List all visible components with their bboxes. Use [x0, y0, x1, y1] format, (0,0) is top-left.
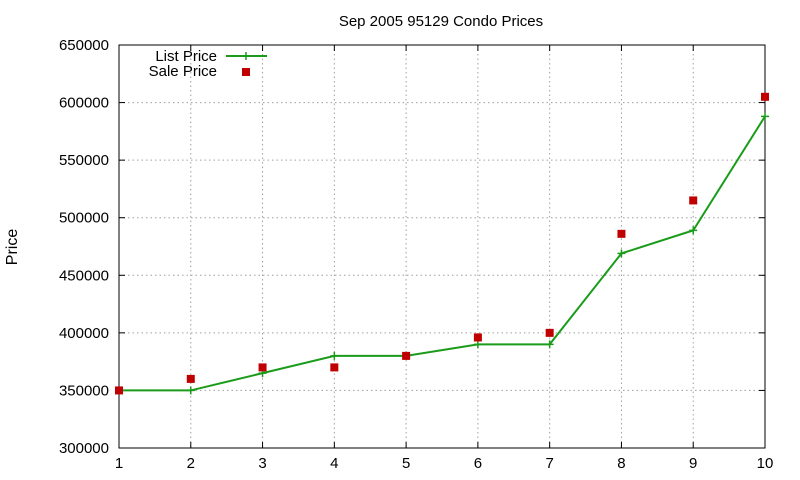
x-tick-label: 4 [330, 455, 338, 472]
sale-price-point [186, 374, 195, 383]
tick-labels: 300000 350000 400000 450000 500000 550000 6000… [59, 37, 773, 472]
plot-frame [118, 44, 766, 449]
chart-title: Sep 2005 95129 Condo Prices [339, 13, 543, 30]
sale-price-point [761, 92, 769, 101]
list-price-point [330, 351, 339, 360]
list-price-point [545, 340, 554, 349]
list-price-line [119, 115, 766, 392]
x-tick-label: 6 [474, 455, 482, 472]
sale-price-point [689, 196, 698, 205]
x-tick-label: 5 [402, 455, 410, 472]
y-axis-label: Price [4, 229, 21, 266]
y-tick-label: 600000 [59, 95, 109, 112]
x-tick-label: 1 [115, 455, 123, 472]
legend-label-list-price: List Price [155, 48, 217, 65]
sale-price-point [402, 351, 411, 360]
list-price-point [689, 226, 698, 235]
sale-price-point [115, 386, 123, 395]
grid [119, 45, 765, 448]
list-price-point [617, 249, 626, 258]
y-tick-label: 450000 [59, 267, 109, 284]
sale-price-point [617, 229, 626, 238]
legend-marker-sale-price [242, 68, 250, 76]
y-tick-label: 300000 [59, 440, 109, 457]
sale-price-point [330, 363, 339, 372]
x-tick-label: 8 [617, 455, 625, 472]
x-tick-label: 10 [757, 455, 774, 472]
y-tick-label: 650000 [59, 37, 109, 54]
x-tick-label: 2 [187, 455, 195, 472]
y-tick-label: 500000 [59, 210, 109, 227]
sale-price-point [545, 328, 554, 337]
list-price-point [761, 112, 769, 121]
x-tick-label: 9 [689, 455, 697, 472]
x-tick-label: 7 [545, 455, 553, 472]
series [115, 92, 769, 395]
y-tick-label: 550000 [59, 152, 109, 169]
legend-label-sale-price: Sale Price [149, 63, 217, 80]
x-tick-label: 3 [258, 455, 266, 472]
y-tick-label: 350000 [59, 382, 109, 399]
sale-price-point [473, 333, 482, 342]
y-tick-label: 400000 [59, 325, 109, 342]
list-price-point [186, 386, 195, 395]
sale-price-point [258, 363, 267, 372]
list-price-point [473, 340, 482, 349]
